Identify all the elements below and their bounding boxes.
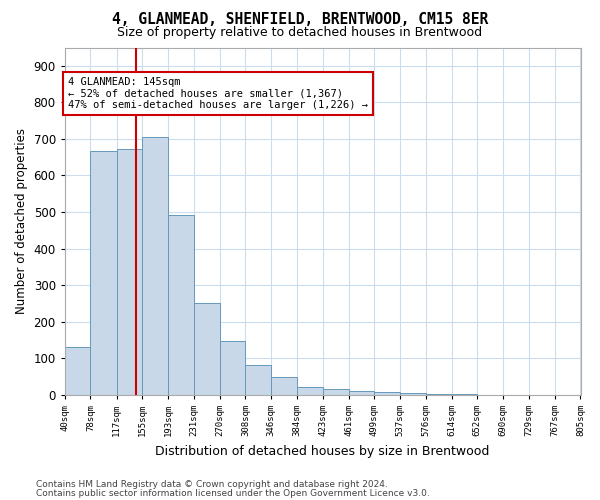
Bar: [65, 348, 91, 395]
Bar: [297, 387, 323, 395]
Bar: [452, 394, 478, 395]
Text: Contains public sector information licensed under the Open Government Licence v3: Contains public sector information licen…: [36, 489, 430, 498]
Y-axis label: Number of detached properties: Number of detached properties: [15, 128, 28, 314]
X-axis label: Distribution of detached houses by size in Brentwood: Distribution of detached houses by size …: [155, 444, 490, 458]
Bar: [91, 150, 117, 395]
Bar: [220, 341, 245, 395]
Bar: [374, 392, 400, 395]
Text: Contains HM Land Registry data © Crown copyright and database right 2024.: Contains HM Land Registry data © Crown c…: [36, 480, 388, 489]
Bar: [142, 136, 168, 395]
Text: 4, GLANMEAD, SHENFIELD, BRENTWOOD, CM15 8ER: 4, GLANMEAD, SHENFIELD, BRENTWOOD, CM15 …: [112, 12, 488, 28]
Bar: [271, 376, 297, 395]
Bar: [194, 304, 220, 395]
Text: 4 GLANMEAD: 145sqm
← 52% of detached houses are smaller (1,367)
47% of semi-deta: 4 GLANMEAD: 145sqm ← 52% of detached hou…: [68, 77, 368, 110]
Text: Size of property relative to detached houses in Brentwood: Size of property relative to detached ho…: [118, 26, 482, 39]
Bar: [117, 149, 142, 395]
Bar: [323, 388, 349, 395]
Bar: [168, 215, 194, 395]
Bar: [426, 394, 452, 395]
Bar: [349, 391, 374, 395]
Bar: [245, 364, 271, 395]
Bar: [400, 393, 426, 395]
